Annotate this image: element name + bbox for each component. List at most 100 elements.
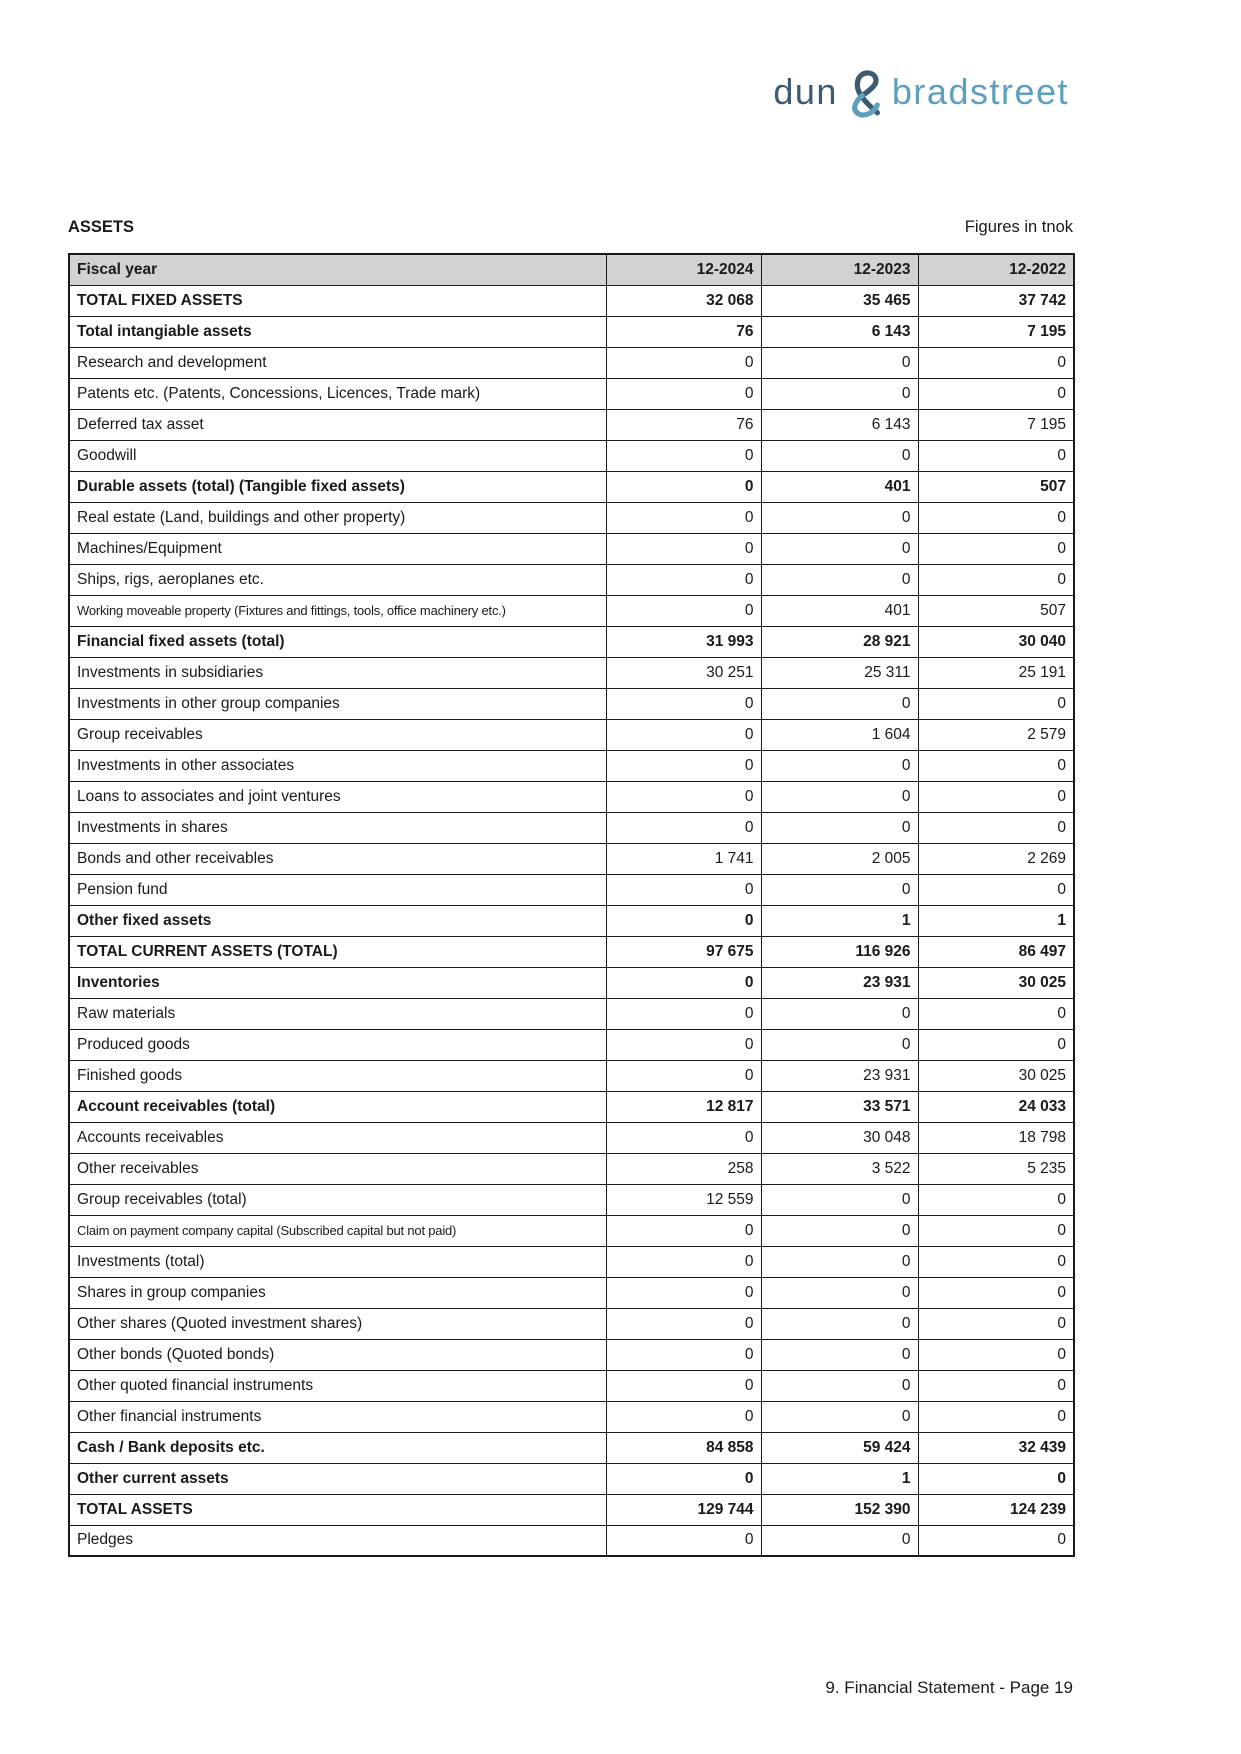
row-value: 0 <box>760 532 919 565</box>
row-label: Investments in other associates <box>68 749 607 782</box>
row-value: 0 <box>760 346 919 379</box>
row-label: Investments in subsidiaries <box>68 656 607 689</box>
row-value: 0 <box>917 1338 1075 1371</box>
row-value: 28 921 <box>760 625 919 658</box>
row-value: 0 <box>605 1307 762 1340</box>
row-label: Shares in group companies <box>68 1276 607 1309</box>
row-value: 0 <box>605 811 762 844</box>
row-label: Claim on payment company capital (Subscr… <box>68 1214 607 1247</box>
row-value: 0 <box>917 1028 1075 1061</box>
row-value: 129 744 <box>605 1493 762 1526</box>
table-header-row: Fiscal year 12-2024 12-2023 12-2022 <box>68 253 1075 286</box>
row-value: 0 <box>605 1462 762 1495</box>
row-value: 59 424 <box>760 1431 919 1464</box>
row-value: 1 604 <box>760 718 919 751</box>
row-value: 0 <box>760 377 919 410</box>
row-value: 30 025 <box>917 966 1075 999</box>
row-value: 1 741 <box>605 842 762 875</box>
row-value: 12 817 <box>605 1090 762 1123</box>
row-label: Group receivables (total) <box>68 1183 607 1216</box>
row-value: 76 <box>605 315 762 348</box>
row-value: 124 239 <box>917 1493 1075 1526</box>
row-value: 0 <box>760 997 919 1030</box>
row-value: 0 <box>760 1245 919 1278</box>
row-label: Working moveable property (Fixtures and … <box>68 594 607 627</box>
row-value: 0 <box>917 1369 1075 1402</box>
row-value: 0 <box>605 1121 762 1154</box>
row-value: 0 <box>605 718 762 751</box>
table-row: Real estate (Land, buildings and other p… <box>68 501 1075 534</box>
table-row: Research and development 0 0 0 <box>68 346 1075 379</box>
row-value: 507 <box>917 594 1075 627</box>
row-value: 0 <box>605 501 762 534</box>
row-value: 0 <box>605 563 762 596</box>
row-value: 0 <box>605 904 762 937</box>
header-year-2023: 12-2023 <box>760 253 919 286</box>
row-value: 0 <box>917 749 1075 782</box>
row-value: 30 251 <box>605 656 762 689</box>
row-value: 0 <box>605 1276 762 1309</box>
table-row: Other shares (Quoted investment shares) 0… <box>68 1307 1075 1340</box>
row-value: 2 579 <box>917 718 1075 751</box>
assets-heading: ASSETS <box>68 218 135 236</box>
row-value: 23 931 <box>760 966 919 999</box>
row-value: 0 <box>917 1245 1075 1278</box>
row-value: 0 <box>605 1028 762 1061</box>
header-fiscal-year: Fiscal year <box>68 253 607 286</box>
row-label: Raw materials <box>68 997 607 1030</box>
table-row: Investments (total) 0 0 0 <box>68 1245 1075 1278</box>
row-value: 18 798 <box>917 1121 1075 1154</box>
table-row: Investments in subsidiaries 30 251 25 311 2… <box>68 656 1075 689</box>
table-row: Cash / Bank deposits etc. 84 858 59 424 32 … <box>68 1431 1075 1464</box>
row-value: 0 <box>605 966 762 999</box>
row-value: 23 931 <box>760 1059 919 1092</box>
row-value: 507 <box>917 470 1075 503</box>
row-value: 0 <box>760 1214 919 1247</box>
row-value: 0 <box>760 811 919 844</box>
table-row: Other financial instruments 0 0 0 <box>68 1400 1075 1433</box>
table-row: Account receivables (total) 12 817 33 571 2… <box>68 1090 1075 1123</box>
row-value: 6 143 <box>760 315 919 348</box>
row-value: 0 <box>760 501 919 534</box>
row-label: Other receivables <box>68 1152 607 1185</box>
table-row: Group receivables 0 1 604 2 579 <box>68 718 1075 751</box>
row-value: 0 <box>760 1183 919 1216</box>
table-row: Bonds and other receivables 1 741 2 005 2 2… <box>68 842 1075 875</box>
table-row: Other fixed assets 0 1 1 <box>68 904 1075 937</box>
row-value: 1 <box>760 1462 919 1495</box>
row-value: 0 <box>917 1462 1075 1495</box>
row-value: 0 <box>760 687 919 720</box>
row-label: Other current assets <box>68 1462 607 1495</box>
table-row: Inventories 0 23 931 30 025 <box>68 966 1075 999</box>
ampersand-logo-icon <box>844 66 888 118</box>
table-row: TOTAL CURRENT ASSETS (TOTAL) 97 675 116 92… <box>68 935 1075 968</box>
row-value: 25 311 <box>760 656 919 689</box>
logo-word-bradstreet: bradstreet <box>891 71 1069 112</box>
row-label: Other financial instruments <box>68 1400 607 1433</box>
table-row: Ships, rigs, aeroplanes etc. 0 0 0 <box>68 563 1075 596</box>
row-label: Real estate (Land, buildings and other p… <box>68 501 607 534</box>
table-row: TOTAL ASSETS 129 744 152 390 124 239 <box>68 1493 1075 1526</box>
row-value: 7 195 <box>917 315 1075 348</box>
row-value: 0 <box>917 532 1075 565</box>
row-value: 24 033 <box>917 1090 1075 1123</box>
row-label: Other fixed assets <box>68 904 607 937</box>
table-row: Loans to associates and joint ventures 0 0… <box>68 780 1075 813</box>
table-row: Pledges 0 0 0 <box>68 1524 1075 1557</box>
table-row: Patents etc. (Patents, Concessions, Lice… <box>68 377 1075 410</box>
table-row: Investments in other associates 0 0 0 <box>68 749 1075 782</box>
row-label: Group receivables <box>68 718 607 751</box>
table-row: Other receivables 258 3 522 5 235 <box>68 1152 1075 1185</box>
table-body: TOTAL FIXED ASSETS 32 068 35 465 37 742 Tota… <box>68 284 1075 1557</box>
page-footer: 9. Financial Statement - Page 19 <box>825 1678 1073 1697</box>
header-year-2022: 12-2022 <box>917 253 1075 286</box>
row-value: 32 068 <box>605 284 762 317</box>
row-value: 35 465 <box>760 284 919 317</box>
row-label: Pension fund <box>68 873 607 906</box>
row-value: 0 <box>605 594 762 627</box>
table-row: Finished goods 0 23 931 30 025 <box>68 1059 1075 1092</box>
table-row: Produced goods 0 0 0 <box>68 1028 1075 1061</box>
row-value: 0 <box>605 1524 762 1557</box>
table-row: Claim on payment company capital (Subscr… <box>68 1214 1075 1247</box>
row-label: Bonds and other receivables <box>68 842 607 875</box>
